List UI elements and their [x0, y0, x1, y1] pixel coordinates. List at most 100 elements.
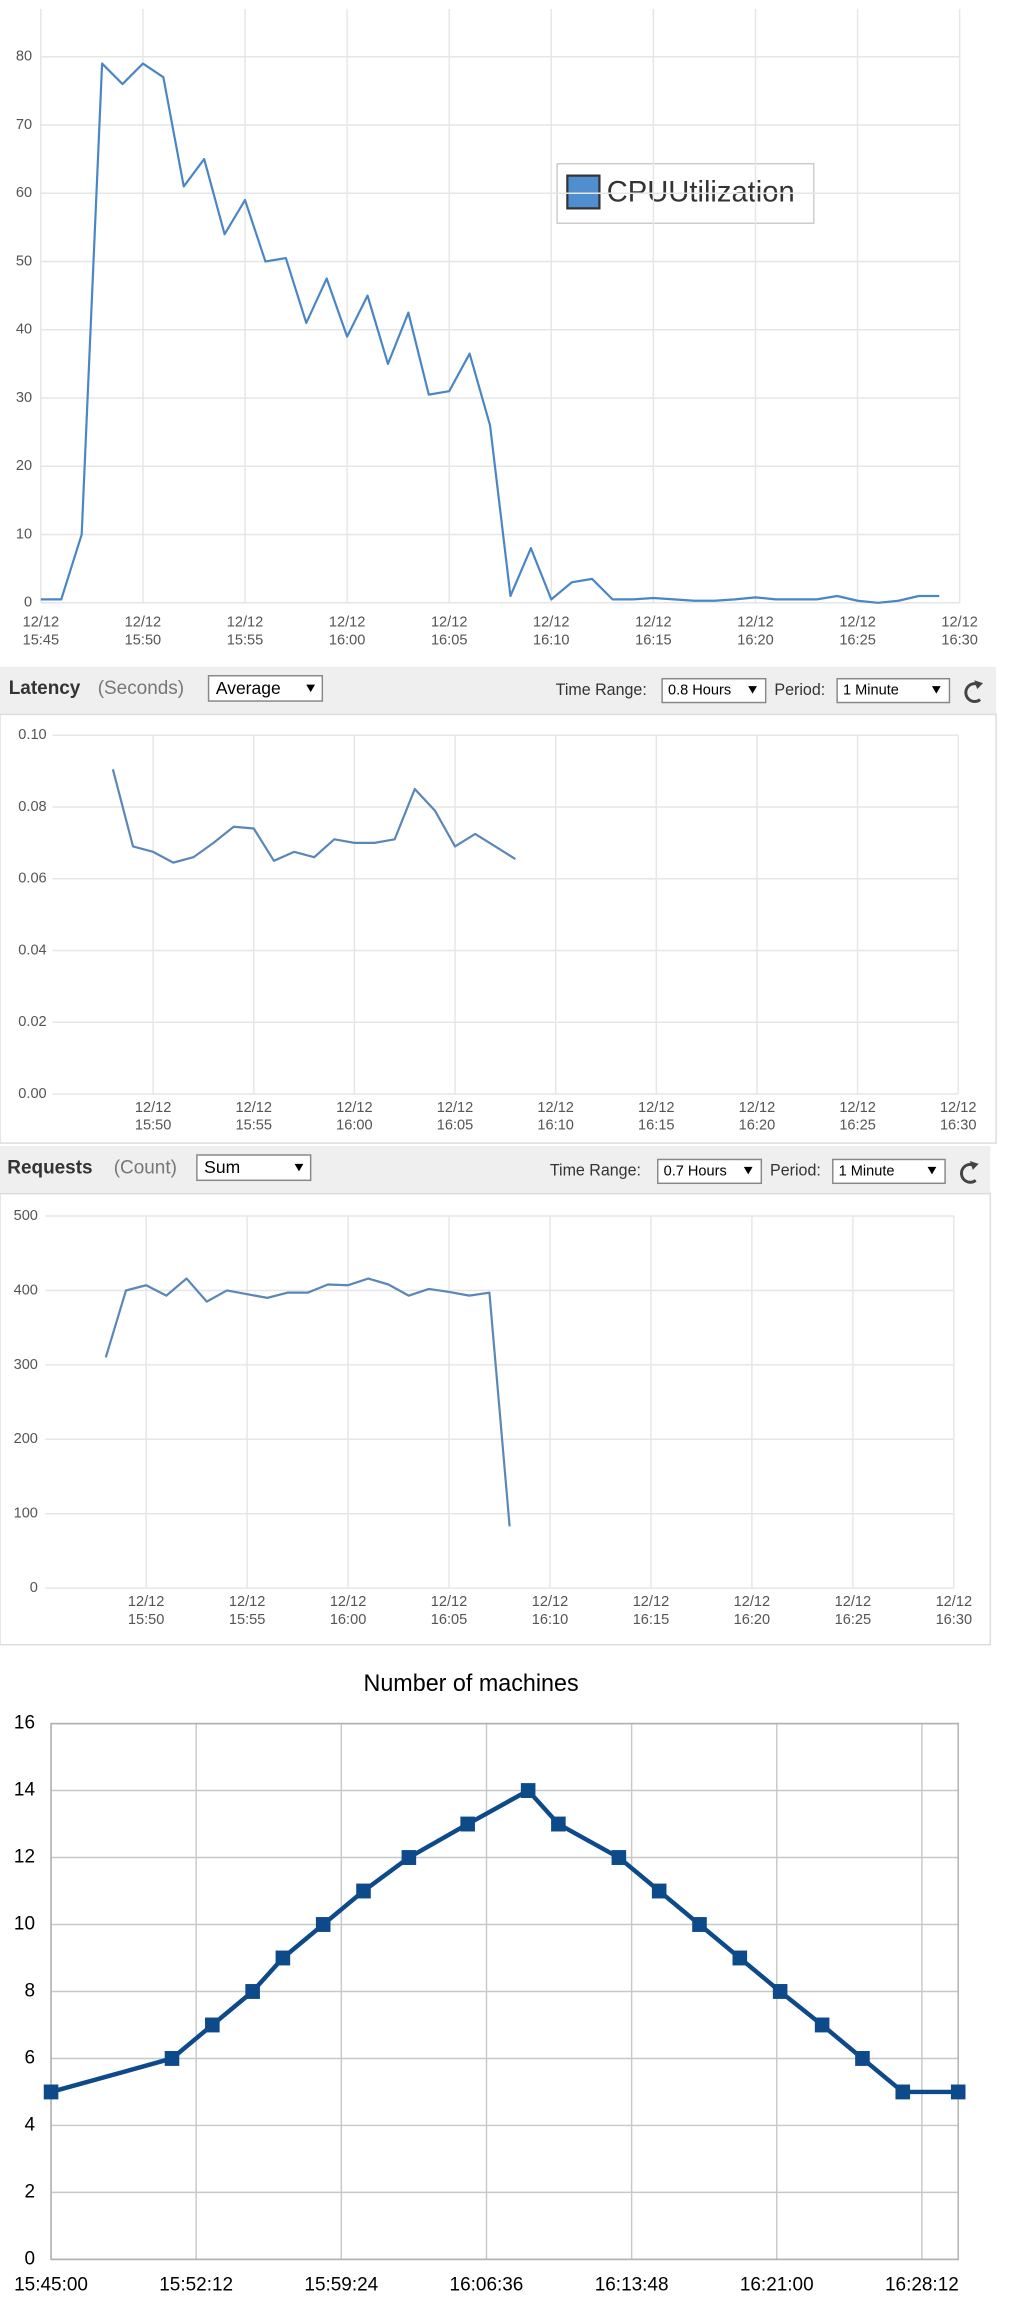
x-tick-label: 15:52:12: [159, 2274, 234, 2296]
x-tick-label: 12/12 16:30: [935, 1594, 973, 1628]
x-tick-label: 12/12 16:25: [839, 1099, 876, 1134]
x-tick-label: 12/12 15:50: [127, 1594, 165, 1628]
data-point: [356, 1883, 371, 1899]
y-tick-label: 0: [30, 1580, 38, 1596]
x-tick-label-box: 12/12 15:55: [229, 1594, 266, 1627]
y-tick-label: 80: [16, 49, 32, 65]
x-tick-label-box: 12/12 16:00: [336, 1099, 373, 1134]
x-tick-label-box: 12/12 15:55: [227, 615, 264, 648]
dropdown-arrow: [743, 1166, 753, 1175]
dropdown-arrow: [306, 684, 316, 693]
time-range-label: Time Range:: [550, 1162, 641, 1180]
data-point: [692, 1917, 707, 1932]
period-label: Period:: [770, 1162, 821, 1180]
data-point: [245, 1984, 260, 1999]
x-tick-label: 12/12 16:25: [834, 1594, 872, 1628]
x-tick-label-box: 12/12 16:00: [328, 614, 366, 649]
data-point: [164, 2051, 180, 2066]
y-tick-label: 0.06: [18, 871, 46, 887]
data-point: [275, 1950, 291, 1966]
y-tick-label: 10: [16, 526, 32, 542]
x-tick-label-box: 12/12 16:05: [436, 1099, 474, 1134]
period-select[interactable]: [832, 1158, 946, 1185]
y-tick-label: 40: [16, 322, 32, 338]
dropdown-arrow: [931, 686, 941, 694]
period-select[interactable]: [836, 677, 951, 704]
data-point: [520, 1783, 536, 1798]
x-tick-label-box: 12/12 16:25: [839, 614, 876, 649]
x-tick-label-box: 12/12 15:45: [22, 614, 60, 649]
x-tick-label: 12/12 16:00: [336, 1099, 373, 1134]
data-point: [315, 1917, 331, 1932]
data-point: [551, 1816, 566, 1832]
x-tick-label: 12/12 16:30: [941, 614, 978, 649]
y-tick-label: 12: [14, 1846, 35, 1867]
y-tick-label: 500: [14, 1208, 38, 1224]
x-tick-label-box: 12/12 15:50: [127, 1594, 165, 1628]
refresh-icon-head: [974, 680, 983, 690]
panel: [0, 1192, 992, 1646]
statistic-select[interactable]: [196, 1154, 312, 1182]
x-tick-label: 12/12 15:45: [22, 614, 60, 649]
x-tick-label: 16:06:36: [449, 2274, 524, 2296]
x-tick-label: 12/12 16:15: [638, 1099, 675, 1134]
x-tick-label-box: 12/12 16:30: [935, 1594, 973, 1628]
x-tick-label: 16:13:48: [594, 2274, 669, 2296]
x-tick-label-box: 12/12 16:20: [733, 1594, 771, 1628]
x-tick-label: 12/12 16:25: [839, 614, 876, 649]
x-tick-label-box: 12/12 16:00: [329, 1594, 367, 1628]
y-tick-label: 4: [24, 2114, 35, 2135]
y-tick-label: 60: [16, 185, 32, 201]
y-tick-label: 14: [14, 1779, 35, 1800]
toolbar: [0, 1146, 991, 1194]
x-tick-label-box: 12/12 16:25: [839, 1099, 876, 1134]
x-tick-label: 12/12 15:50: [134, 1099, 172, 1134]
x-tick-label: 12/12 16:05: [430, 1594, 468, 1628]
x-tick-label-box: 12/12 16:15: [638, 1099, 675, 1134]
toolbar: [0, 666, 997, 715]
x-tick-label: 15:59:24: [304, 2274, 379, 2296]
x-tick-label: 12/12 16:15: [632, 1594, 670, 1628]
x-tick-label: 12/12 15:50: [124, 614, 162, 649]
y-tick-label: 0.02: [18, 1014, 46, 1030]
x-tick-label-box: 16:13:48: [594, 2274, 669, 2296]
x-tick-label-box: 12/12 15:50: [124, 614, 162, 649]
y-tick-label: 0.08: [18, 799, 46, 815]
data-line: [111, 769, 516, 864]
metric-title: Requests: [7, 1157, 92, 1178]
data-point: [205, 2017, 220, 2033]
x-tick-label: 12/12 15:55: [235, 1099, 273, 1134]
x-tick-label-box: 15:52:12: [159, 2274, 234, 2296]
x-tick-label: 12/12 16:00: [329, 1594, 367, 1628]
refresh-icon[interactable]: [960, 1162, 977, 1184]
x-tick-label: 12/12 16:00: [328, 614, 366, 649]
time-range-select[interactable]: [657, 1158, 763, 1185]
x-tick-label-box: 12/12 16:05: [431, 615, 468, 648]
refresh-icon[interactable]: [964, 682, 981, 703]
time-range-select[interactable]: [661, 677, 767, 704]
x-tick-label-box: 12/12 16:15: [635, 615, 672, 648]
x-tick-label-box: 15:45:00: [14, 2274, 88, 2295]
time-range-value: 0.7 Hours: [664, 1163, 727, 1179]
statistic-select[interactable]: [207, 674, 324, 702]
x-tick-label-box: 12/12 16:30: [941, 614, 978, 649]
y-tick-label: 300: [14, 1357, 38, 1373]
y-tick-label: 2: [24, 2181, 35, 2202]
x-tick-label: 12/12 16:20: [733, 1594, 771, 1628]
y-tick-label: 50: [16, 253, 32, 269]
x-tick-label: 12/12 16:10: [531, 1594, 569, 1628]
x-tick-label: 12/12 16:30: [939, 1099, 977, 1134]
y-tick-label: 16: [14, 1713, 35, 1734]
metric-title: Latency: [9, 678, 81, 699]
x-tick-label-box: 16:06:36: [449, 2274, 524, 2296]
data-point: [401, 1850, 417, 1865]
refresh-icon-head: [969, 1160, 979, 1170]
data-point: [772, 1984, 788, 1999]
y-tick-label: 30: [16, 390, 32, 406]
x-tick-label: 12/12 16:05: [436, 1099, 474, 1134]
x-tick-label-box: 12/12 16:20: [737, 615, 774, 648]
data-point: [855, 2051, 870, 2066]
x-tick-label-box: 12/12 16:10: [537, 1100, 574, 1133]
y-tick-label: 100: [14, 1506, 38, 1522]
